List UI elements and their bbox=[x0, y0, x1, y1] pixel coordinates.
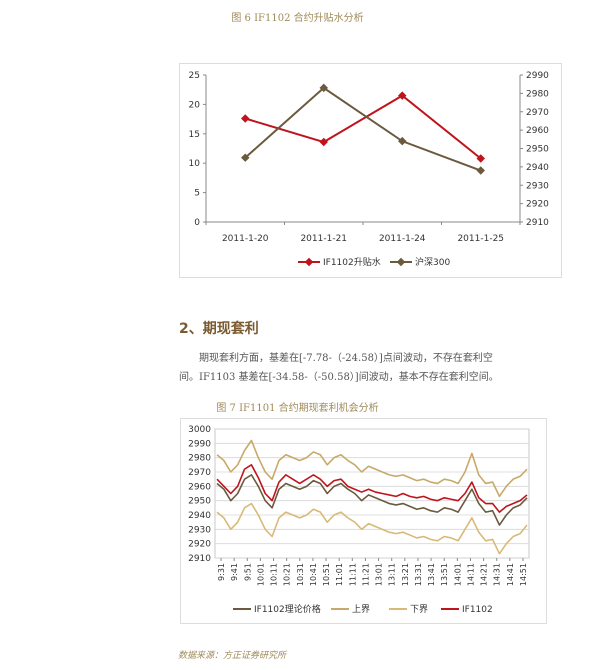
x-tick-label: 14:11 bbox=[466, 563, 475, 586]
right-y-tick-label: 2940 bbox=[526, 163, 549, 173]
x-tick-label: 10:11 bbox=[270, 563, 279, 586]
x-tick-label: 9:31 bbox=[217, 563, 226, 581]
x-tick-label: 2011-1-21 bbox=[300, 234, 347, 244]
right-y-tick-label: 2930 bbox=[526, 181, 549, 191]
x-tick-label: 9:51 bbox=[243, 563, 252, 581]
left-y-tick-label: 15 bbox=[189, 130, 200, 140]
section-title: 2、期现套利 bbox=[179, 321, 259, 337]
x-tick-label: 9:41 bbox=[230, 563, 239, 581]
y-tick-label: 2910 bbox=[188, 554, 211, 564]
x-tick-label: 2011-1-25 bbox=[457, 234, 504, 244]
left-y-tick-label: 0 bbox=[194, 218, 200, 228]
x-tick-label: 14:31 bbox=[493, 563, 502, 586]
x-tick-label: 10:41 bbox=[309, 563, 318, 586]
legend-label: IF1102理论价格 bbox=[254, 603, 321, 615]
data-source: 数据来源：方正证券研究所 bbox=[178, 651, 287, 661]
arbitrage-opportunity-chart-svg: 2910 2920 2930 2940 2950 2960 2970 2980 2990 3000… bbox=[188, 425, 530, 615]
series-line-1 bbox=[244, 86, 482, 172]
y-tick-label: 2920 bbox=[188, 540, 211, 550]
y-tick-label: 2990 bbox=[188, 439, 211, 449]
x-tick-label: 10:01 bbox=[256, 563, 265, 586]
legend-label: 下界 bbox=[410, 604, 428, 615]
series-point-1 bbox=[398, 136, 407, 146]
right-y-tick-label: 2990 bbox=[526, 71, 549, 81]
arbitrage-opportunity-chart: 2910 2920 2930 2940 2950 2960 2970 2980 2990 3000… bbox=[180, 418, 547, 624]
left-y-tick-label: 25 bbox=[189, 71, 200, 81]
y-tick-label: 3000 bbox=[188, 425, 211, 435]
arbitrage-paragraph: 期现套利方面，基差在[-7.78-（-24.58）]点间波动，不存在套利空 间。… bbox=[179, 349, 539, 387]
left-y-tick-label: 20 bbox=[189, 100, 201, 110]
x-tick-label: 13:51 bbox=[440, 563, 449, 586]
legend-label: 上界 bbox=[352, 604, 370, 615]
x-tick-label: 13:21 bbox=[401, 563, 410, 586]
premium-discount-chart: 0 5 10 15 20 25 2910 2920 2930 2940 2950 2960 2970 29… bbox=[179, 63, 562, 278]
x-tick-label: 2011-1-24 bbox=[379, 234, 426, 244]
series-line-1 bbox=[216, 439, 528, 498]
paragraph-line-1: 期现套利方面，基差在[-7.78-（-24.58）]点间波动，不存在套利空 bbox=[199, 353, 493, 364]
series-line-2 bbox=[216, 502, 528, 555]
x-tick-label: 13:01 bbox=[375, 563, 384, 586]
series-point-1 bbox=[319, 83, 328, 93]
right-y-tick-label: 2970 bbox=[526, 108, 549, 118]
x-tick-label: 14:51 bbox=[519, 563, 528, 586]
x-tick-label: 2011-1-20 bbox=[222, 234, 269, 244]
right-y-tick-label: 2960 bbox=[526, 126, 549, 136]
legend-label: IF1102升贴水 bbox=[323, 256, 381, 268]
series-point-0 bbox=[398, 91, 407, 100]
x-tick-label: 10:21 bbox=[283, 563, 292, 586]
x-tick-label: 11:21 bbox=[361, 563, 370, 586]
right-y-tick-label: 2910 bbox=[526, 218, 549, 228]
x-tick-label: 13:31 bbox=[414, 563, 423, 586]
x-tick-label: 13:41 bbox=[427, 563, 436, 586]
premium-discount-chart-svg: 0 5 10 15 20 25 2910 2920 2930 2940 2950 2960 2970 29… bbox=[189, 71, 550, 268]
figure-6-caption: 图 6 IF1102 合约升贴水分析 bbox=[231, 13, 364, 24]
y-tick-label: 2930 bbox=[188, 525, 211, 535]
y-tick-label: 2960 bbox=[188, 482, 211, 492]
series-point-0 bbox=[476, 154, 485, 163]
x-tick-label: 11:11 bbox=[348, 563, 357, 586]
legend-marker bbox=[396, 257, 406, 267]
y-tick-label: 2940 bbox=[188, 511, 211, 521]
y-tick-label: 2950 bbox=[188, 497, 211, 507]
y-tick-label: 2970 bbox=[188, 468, 211, 478]
legend-marker bbox=[304, 257, 314, 267]
series-line-0 bbox=[216, 474, 528, 526]
x-tick-label: 10:31 bbox=[296, 563, 305, 586]
series-line-0 bbox=[244, 94, 482, 160]
left-y-tick-label: 5 bbox=[194, 189, 200, 199]
x-tick-label: 13:11 bbox=[388, 563, 397, 586]
x-tick-label: 14:21 bbox=[480, 563, 489, 586]
legend-label: 沪深300 bbox=[415, 256, 450, 268]
x-tick-label: 11:01 bbox=[335, 563, 344, 586]
series-point-0 bbox=[319, 137, 328, 147]
paragraph-line-2: 间。IF1103 基差在[-34.58-（-50.58）]间波动，基本不存在套利… bbox=[179, 372, 499, 383]
left-y-tick-label: 10 bbox=[189, 159, 201, 169]
x-tick-label: 10:51 bbox=[322, 563, 331, 586]
right-y-tick-label: 2920 bbox=[526, 200, 549, 210]
right-y-tick-label: 2980 bbox=[526, 89, 549, 99]
series-point-1 bbox=[476, 166, 485, 175]
x-tick-label: 14:01 bbox=[453, 563, 462, 586]
series-point-0 bbox=[241, 114, 250, 123]
x-tick-label: 14:41 bbox=[506, 563, 515, 586]
series-line-3 bbox=[216, 464, 528, 513]
figure-7-caption: 图 7 IF1101 合约期现套利机会分析 bbox=[216, 403, 379, 414]
y-tick-label: 2980 bbox=[188, 454, 211, 464]
legend-label: IF1102 bbox=[462, 605, 493, 615]
right-y-tick-label: 2950 bbox=[526, 145, 549, 155]
